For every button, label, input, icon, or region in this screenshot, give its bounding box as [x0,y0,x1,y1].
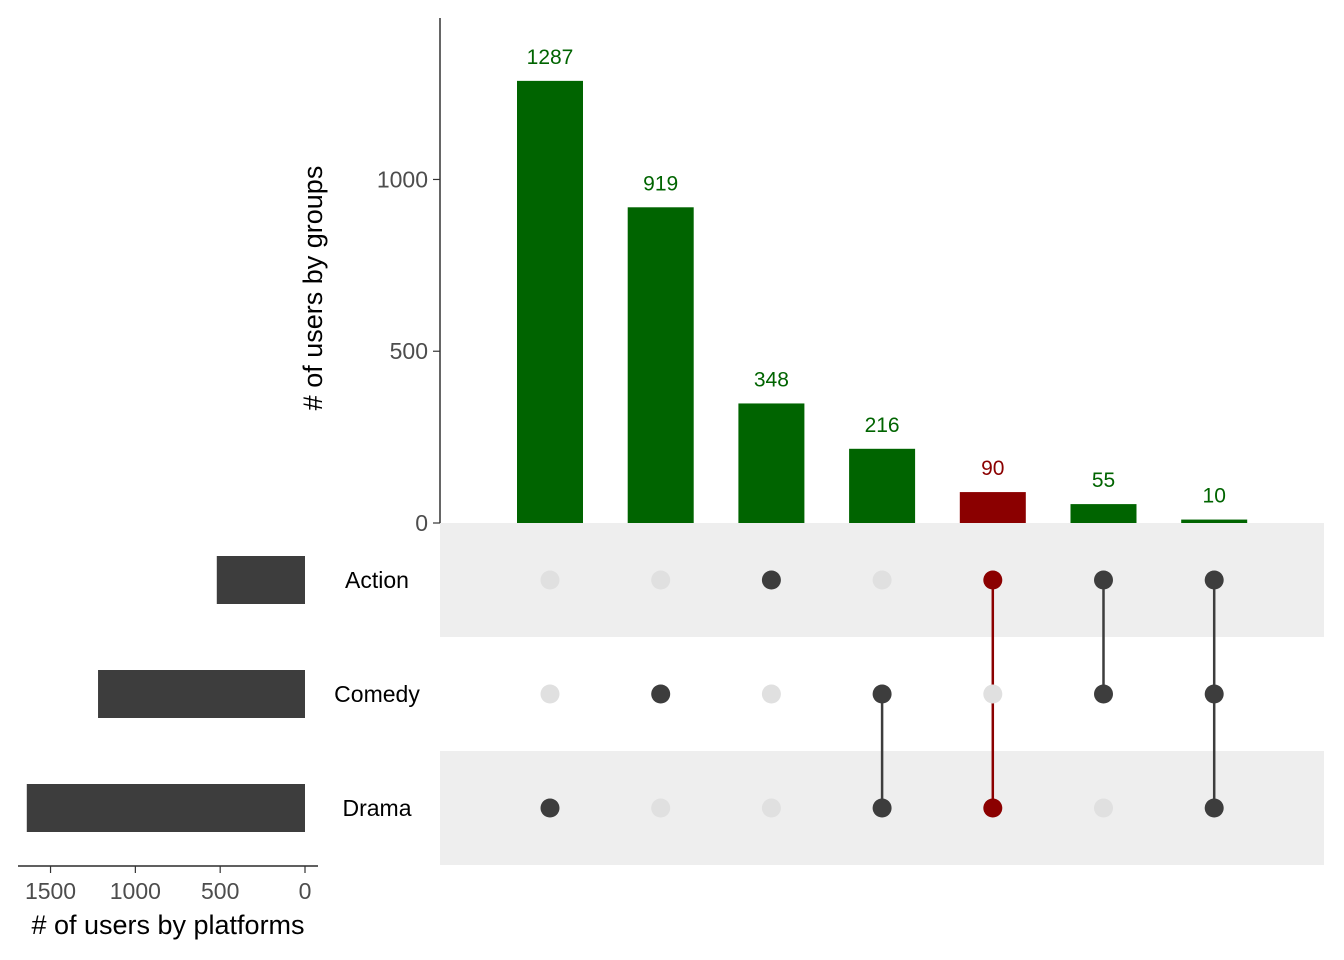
matrix-dot-active [761,570,781,590]
matrix-dot-inactive [761,798,781,818]
matrix-dot-inactive [872,570,892,590]
intersection-bar [849,448,916,523]
intersection-bar [1181,519,1248,523]
set-size-bar-action [216,556,305,604]
bar-value-label: 919 [643,172,678,195]
set-size-axis: 1500 1000 500 0 [18,865,318,904]
bar-value-label: 10 [1203,485,1226,508]
matrix-dot-active [872,684,892,704]
bar-value-label: 1287 [527,46,574,69]
bar-value-label: 216 [865,414,900,437]
matrix-dot-active [983,570,1003,590]
matrix-dot-inactive [983,684,1003,704]
matrix-dot-active [872,798,892,818]
matrix-dot-inactive [1094,798,1113,818]
x-tick-label: 0 [299,878,312,904]
matrix-dot-active [983,798,1003,818]
intersection-size-axis: 0 500 1000 [377,18,441,536]
matrix-dot-inactive [540,570,560,590]
intersection-matrix [540,570,1224,818]
set-labels: Action Comedy Drama [334,567,420,821]
intersection-bar [738,403,805,523]
matrix-dot-inactive [540,684,560,704]
intersection-bar [1070,504,1137,523]
set-size-bar-comedy [98,670,306,718]
x-axis-title: # of users by platforms [31,910,304,940]
set-size-bar-drama [26,784,306,832]
matrix-dot-active [651,684,671,704]
set-label-comedy: Comedy [334,681,420,707]
matrix-dot-inactive [651,570,671,590]
bar-value-label: 90 [981,457,1004,480]
y-tick-label: 0 [415,510,428,536]
matrix-dot-active [1204,570,1224,590]
bar-value-label: 348 [754,368,789,391]
set-label-drama: Drama [342,795,411,821]
matrix-dot-inactive [761,684,781,704]
intersection-bar [517,80,583,524]
intersection-bar [959,492,1026,523]
x-tick-label: 1000 [110,878,161,904]
intersection-bar [627,207,694,523]
matrix-dot-active [1204,684,1224,704]
set-label-action: Action [345,567,409,593]
matrix-dot-inactive [651,798,671,818]
y-tick-label: 500 [390,338,428,364]
matrix-dot-active [1094,684,1113,704]
bar-value-label: 55 [1092,469,1115,492]
matrix-dot-active [1204,798,1224,818]
y-axis-title: # of users by groups [298,166,328,411]
x-tick-label: 1500 [25,878,76,904]
matrix-dot-active [1094,570,1113,590]
y-tick-label: 1000 [377,166,428,192]
matrix-dot-active [540,798,560,818]
intersection-bars: 1287 919 348 216 90 55 10 [517,46,1248,524]
set-size-bars [26,556,306,832]
x-tick-label: 500 [201,878,239,904]
